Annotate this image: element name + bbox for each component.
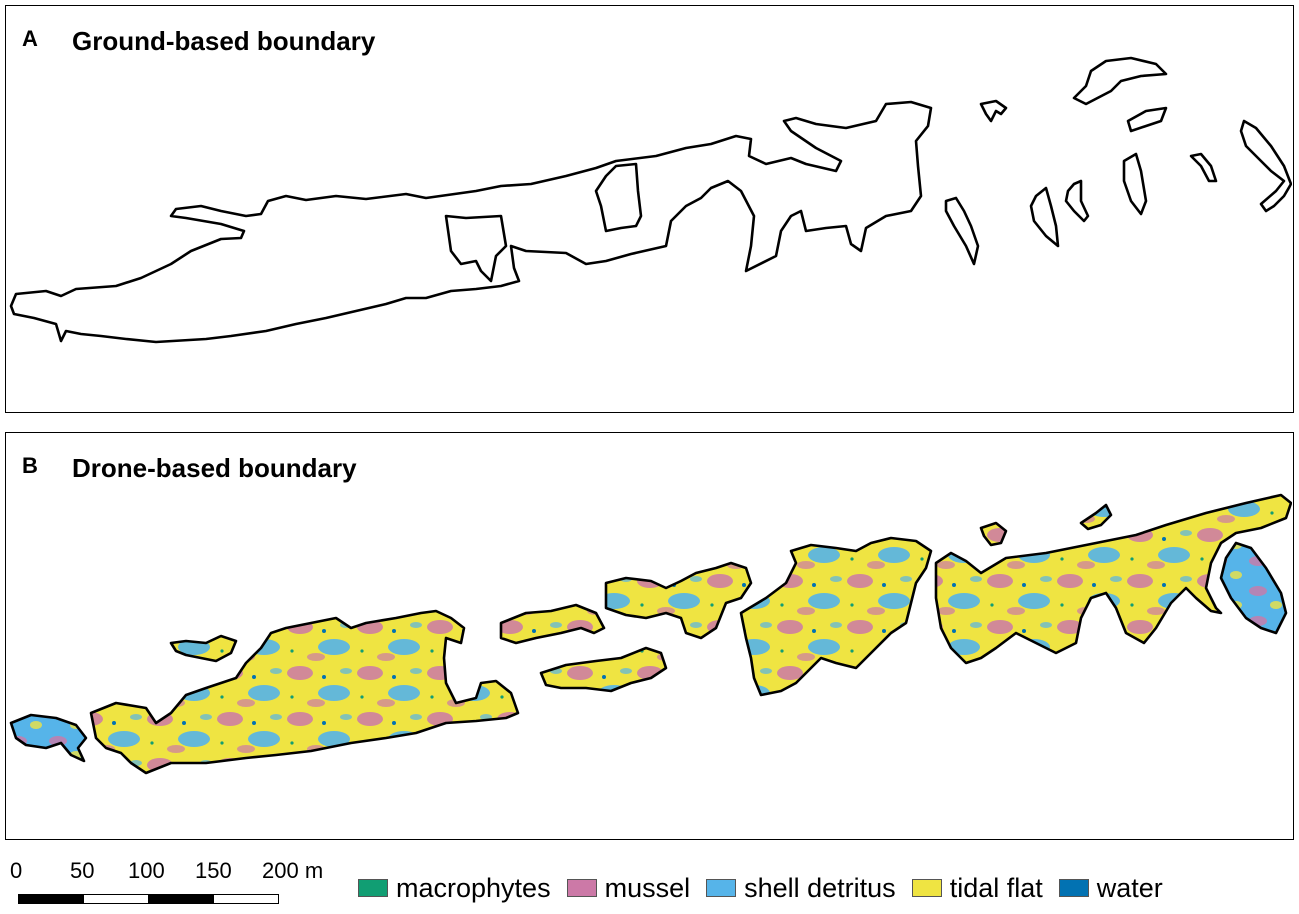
scale-tick-100: 100 <box>128 858 165 883</box>
scale-segment-3 <box>148 894 214 904</box>
scale-bar: 0 50 100 150 200 m <box>0 852 345 914</box>
scale-tick-0: 0 <box>10 858 23 883</box>
scale-segment-1 <box>18 894 84 904</box>
panel-ground-based: A Ground-based boundary <box>5 5 1294 413</box>
legend-item-macrophytes: macrophytes <box>358 873 551 904</box>
habitat-patch-east-b <box>934 493 1292 665</box>
habitat-patch-west <box>9 713 88 763</box>
scale-tick-200: 200 m <box>262 858 324 883</box>
scale-tick-150: 150 <box>195 858 232 883</box>
legend-item-shell-detritus: shell detritus <box>706 873 896 904</box>
habitat-patch-mid-a <box>499 603 606 645</box>
legend-item-tidal-flat: tidal flat <box>911 872 1043 904</box>
panel-a-letter: A <box>22 26 38 51</box>
legend-swatch-shell-detritus <box>706 879 737 897</box>
legend-swatch-water <box>1058 879 1089 897</box>
legend-swatch-macrophytes <box>358 879 388 897</box>
legend: macrophytes mussel shell detritus tidal … <box>358 868 1179 908</box>
drone-boundary-map <box>9 493 1292 775</box>
legend-label-macrophytes: macrophytes <box>396 872 551 903</box>
ground-boundary-map <box>9 56 1292 344</box>
islet-outline-7 <box>1029 186 1060 248</box>
inner-lobe-outline <box>444 214 508 283</box>
habitat-patch-islet-a <box>979 521 1008 547</box>
legend-item-mussel: mussel <box>566 872 691 904</box>
islet-outline-1 <box>979 99 1008 123</box>
islet-outline-6 <box>1239 119 1292 213</box>
habitat-patch-northwest <box>169 634 238 663</box>
habitat-patch-islet-b <box>1079 503 1113 531</box>
islet-outline-3 <box>1126 106 1168 133</box>
islet-outline-9 <box>944 196 980 266</box>
scale-segment-2 <box>83 894 149 904</box>
scale-segment-4 <box>213 894 279 904</box>
inner-bay-outline <box>594 162 643 233</box>
islet-outline-8 <box>1064 179 1090 223</box>
main-boundary-outline <box>9 100 933 344</box>
panel-a-title: Ground-based boundary <box>72 26 376 56</box>
panel-b-title: Drone-based boundary <box>72 453 357 483</box>
habitat-patch-east-a <box>739 536 933 697</box>
panel-b-letter: B <box>22 453 38 478</box>
habitat-patch-mid-c <box>604 561 753 640</box>
scale-tick-50: 50 <box>70 858 95 883</box>
legend-label-mussel: mussel <box>604 872 691 903</box>
islet-outline-2 <box>1072 56 1168 106</box>
islet-outline-4 <box>1122 152 1148 216</box>
habitat-patch-mid-b <box>539 646 668 693</box>
legend-swatch-mussel <box>566 879 597 897</box>
habitat-patch-islet-c <box>1219 541 1288 635</box>
legend-label-shell-detritus: shell detritus <box>744 872 896 903</box>
legend-item-water: water <box>1058 872 1163 904</box>
legend-label-tidal-flat: tidal flat <box>949 872 1043 903</box>
legend-label-water: water <box>1096 872 1163 903</box>
panel-drone-based: B Drone-based boundary <box>5 432 1294 840</box>
legend-swatch-tidal-flat <box>911 879 942 897</box>
islet-outline-5 <box>1189 152 1218 183</box>
habitat-patch-main <box>89 609 520 775</box>
